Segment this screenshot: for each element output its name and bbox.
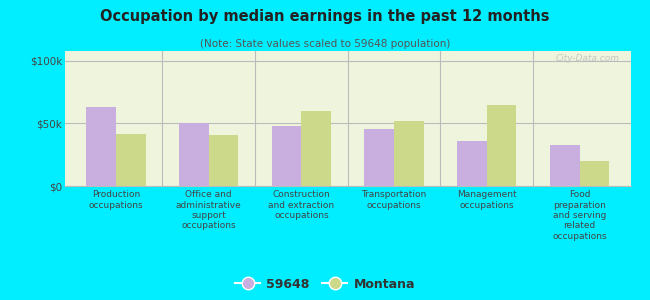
Bar bbox=[365, 128, 394, 186]
Text: City-Data.com: City-Data.com bbox=[555, 54, 619, 63]
Bar bbox=[550, 145, 580, 186]
Bar bbox=[580, 161, 609, 186]
Legend: 59648, Montana: 59648, Montana bbox=[235, 278, 415, 291]
Bar bbox=[457, 141, 487, 186]
Bar bbox=[179, 124, 209, 186]
Bar bbox=[487, 105, 517, 186]
Bar bbox=[116, 134, 146, 186]
Bar bbox=[86, 107, 116, 186]
Bar bbox=[209, 135, 239, 186]
Text: (Note: State values scaled to 59648 population): (Note: State values scaled to 59648 popu… bbox=[200, 39, 450, 49]
Text: Occupation by median earnings in the past 12 months: Occupation by median earnings in the pas… bbox=[100, 9, 550, 24]
Bar bbox=[272, 126, 302, 186]
Bar bbox=[302, 111, 331, 186]
Bar bbox=[394, 121, 424, 186]
